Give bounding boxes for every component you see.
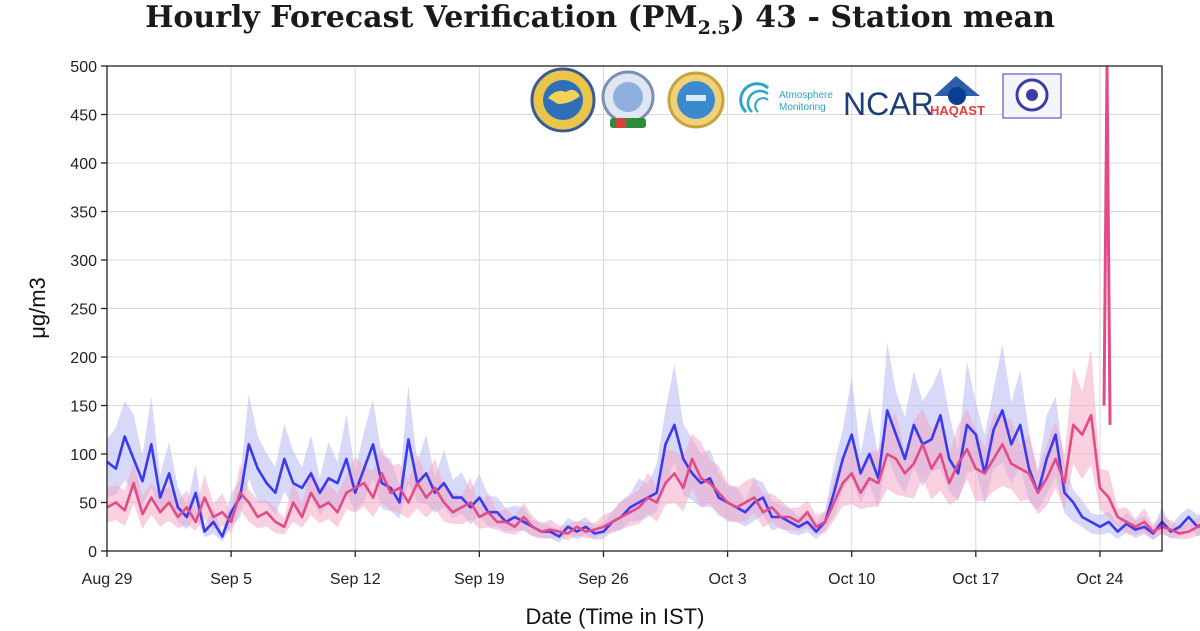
x-tick-label: Aug 29	[82, 571, 133, 588]
series-line-observed	[106, 409, 1200, 538]
title-rest: ) 43 - Station mean	[730, 0, 1055, 35]
y-tick-label: 150	[70, 399, 97, 416]
title-main: Hourly Forecast Verification (PM	[145, 0, 698, 35]
atmosphere-logo-line2: Monitoring	[779, 102, 826, 113]
imd-logo	[530, 67, 596, 133]
x-tick-label: Oct 24	[1076, 571, 1123, 588]
chart-title: Hourly Forecast Verification (PM2.5) 43 …	[0, 0, 1200, 40]
ncar-logo: NCAR	[843, 86, 934, 122]
band-forecast	[107, 349, 1200, 541]
x-tick-label: Oct 3	[708, 571, 746, 588]
iit-logo	[1002, 73, 1062, 119]
x-tick-label: Oct 10	[828, 571, 875, 588]
haqast-logo-text: HAQAST	[930, 103, 985, 118]
x-axis-title: Date (Time in IST)	[526, 604, 705, 629]
atmosphere-monitoring-logo: Atmosphere Monitoring	[739, 82, 833, 114]
y-tick-label: 200	[70, 350, 97, 367]
grid-layer	[106, 65, 1162, 552]
iitm-logo	[667, 71, 725, 129]
y-tick-label: 300	[70, 253, 97, 270]
y-tick-label: 450	[70, 108, 97, 125]
uncertainty-bands	[107, 342, 1200, 543]
moes-logo	[601, 70, 655, 128]
haqast-logo: HAQAST	[930, 76, 985, 118]
series-line-forecast	[106, 413, 1200, 535]
y-tick-label: 50	[79, 496, 97, 513]
y-axis-title: μg/m3	[25, 277, 50, 339]
x-tick-label: Sep 26	[578, 571, 629, 588]
y-tick-label: 400	[70, 156, 97, 173]
logo-strip: Atmosphere Monitoring NCAR HAQAST	[530, 67, 1062, 133]
axis-layer: 0 50 100 150 200 250 300 350 400 450 500 Aug 29 Sep …	[70, 59, 1163, 588]
forecast-spike	[1102, 65, 1112, 425]
atmosphere-logo-line1: Atmosphere	[779, 90, 833, 101]
x-tick-label: Sep 12	[330, 571, 381, 588]
y-tick-label: 350	[70, 205, 97, 222]
x-tick-label: Sep 19	[454, 571, 505, 588]
y-tick-label: 250	[70, 302, 97, 319]
title-subscript: 2.5	[697, 17, 731, 39]
y-tick-label: 100	[70, 447, 97, 464]
x-tick-label: Oct 17	[952, 571, 999, 588]
y-tick-label: 500	[70, 59, 97, 76]
y-tick-label: 0	[88, 544, 97, 561]
x-tick-label: Sep 5	[210, 571, 252, 588]
